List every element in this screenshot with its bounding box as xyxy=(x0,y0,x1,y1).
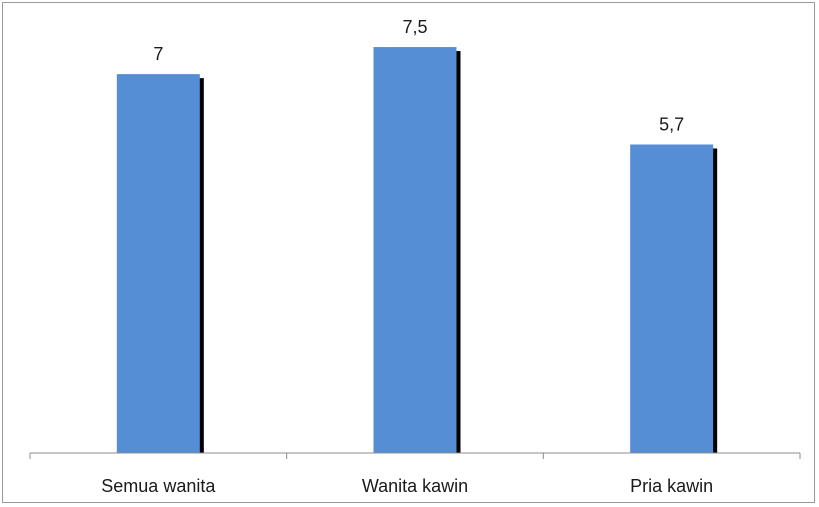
x-tick-label: Wanita kawin xyxy=(362,476,468,496)
x-tick-label: Semua wanita xyxy=(101,476,216,496)
bar-pria-kawin xyxy=(630,144,714,454)
x-tick-label: Pria kawin xyxy=(630,476,713,496)
labels-group: 7 Semua wanita 7,5 Wanita kawin 5,7 Pria kawi… xyxy=(101,17,713,496)
data-label: 5,7 xyxy=(659,114,684,134)
bar-semua-wanita xyxy=(116,74,200,453)
data-label: 7 xyxy=(153,44,163,64)
data-label: 7,5 xyxy=(402,17,427,37)
bars-group xyxy=(116,47,718,454)
x-axis xyxy=(29,452,801,459)
bar-wanita-kawin xyxy=(373,47,457,453)
